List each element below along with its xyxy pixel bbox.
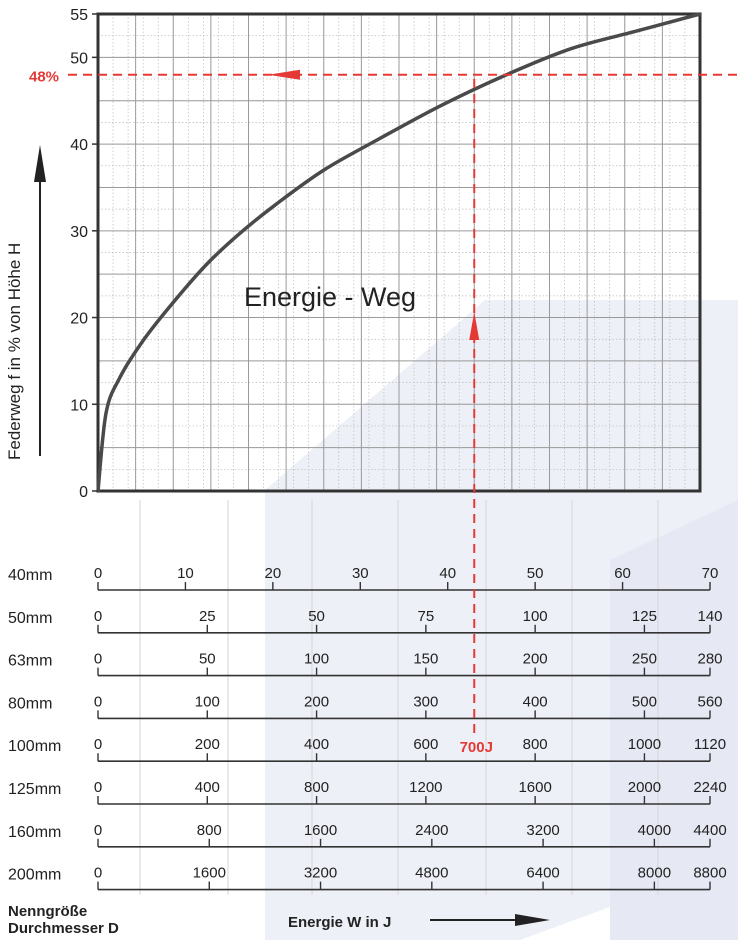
scale-tick-label: 0 <box>94 865 102 882</box>
scale-tick-label: 0 <box>94 608 102 625</box>
y-axis-arrow-head <box>34 145 46 182</box>
annotation-up-arrow <box>469 312 480 340</box>
scale-tick-label: 4800 <box>415 865 448 882</box>
scale-tick-label: 400 <box>195 779 220 796</box>
annotation-layer: 48% 700J <box>29 69 738 756</box>
scale-tick-label: 200 <box>195 736 220 753</box>
size-axis-label-line1: Nenngröße <box>8 903 87 920</box>
scale-tick-label: 3200 <box>304 865 337 882</box>
scale-tick-label: 800 <box>304 779 329 796</box>
scale-tick-label: 40 <box>439 565 456 582</box>
scale-tick-label: 400 <box>523 693 548 710</box>
scale-tick-label: 0 <box>94 736 102 753</box>
scale-size-label: 50mm <box>8 610 52 627</box>
annotation-left-arrow <box>268 69 300 80</box>
scale-tick-label: 75 <box>418 608 435 625</box>
scale-tick-label: 6400 <box>526 865 559 882</box>
scale-tick-label: 70 <box>702 565 719 582</box>
y-tick-label: 10 <box>70 397 88 414</box>
scale-tick-label: 200 <box>523 651 548 668</box>
scale-tick-label: 2400 <box>415 822 448 839</box>
scale-tick-label: 25 <box>199 608 216 625</box>
y-tick-label: 30 <box>70 224 88 241</box>
annotation-x-label: 700J <box>460 739 493 756</box>
scale-tick-label: 50 <box>199 651 216 668</box>
scale-size-label: 200mm <box>8 867 61 884</box>
background-decoration <box>265 300 738 940</box>
y-tick-label: 55 <box>70 7 88 24</box>
scale-tick-label: 0 <box>94 565 102 582</box>
annotation-y-label: 48% <box>29 69 59 86</box>
scale-tick-label: 2240 <box>693 779 726 796</box>
scale-tick-label: 200 <box>304 693 329 710</box>
scale-tick-label: 0 <box>94 651 102 668</box>
scale-tick-label: 20 <box>265 565 282 582</box>
chart-grid <box>96 12 702 493</box>
scale-tick-label: 1600 <box>193 865 226 882</box>
background-shape <box>610 500 738 940</box>
scale-tick-label: 10 <box>177 565 194 582</box>
scale-tick-label: 100 <box>195 693 220 710</box>
x-axis-arrow-head <box>515 914 550 926</box>
scale-tick-label: 125 <box>632 608 657 625</box>
size-axis-label-line2: Durchmesser D <box>8 920 119 937</box>
scale-tick-label: 1120 <box>694 736 726 753</box>
scale-tick-label: 0 <box>94 693 102 710</box>
scale-size-label: 125mm <box>8 781 61 798</box>
y-tick-label: 0 <box>79 484 88 501</box>
scale-size-label: 40mm <box>8 567 52 584</box>
scale-tick-label: 280 <box>697 651 722 668</box>
scale-tick-label: 100 <box>304 651 329 668</box>
scale-tick-label: 500 <box>632 693 657 710</box>
energy-scales: 40mm 0 10 20 30 40 50 60 70 50mm 0 25 50 75 100 125 140 6… <box>8 500 727 926</box>
scale-tick-label: 800 <box>523 736 548 753</box>
scale-tick-label: 1000 <box>628 736 661 753</box>
scale-tick-label: 1600 <box>304 822 337 839</box>
curve-layer <box>96 12 702 493</box>
scale-size-label: 160mm <box>8 824 61 841</box>
scale-tick-label: 60 <box>614 565 631 582</box>
scale-size-label: 80mm <box>8 695 52 712</box>
y-tick-label: 40 <box>70 137 88 154</box>
scale-tick-label: 1600 <box>518 779 551 796</box>
scale-tick-label: 4400 <box>693 822 726 839</box>
scale-tick-label: 150 <box>413 651 438 668</box>
y-tick-label: 50 <box>70 50 88 67</box>
energy-travel-curve <box>96 12 702 493</box>
scale-tick-label: 50 <box>527 565 544 582</box>
scale-tick-label: 8000 <box>638 865 671 882</box>
scale-tick-label: 0 <box>94 779 102 796</box>
scale-tick-label: 800 <box>197 822 222 839</box>
scale-size-label: 100mm <box>8 738 61 755</box>
scale-tick-label: 250 <box>632 651 657 668</box>
plot-frame <box>96 12 702 493</box>
scale-tick-label: 100 <box>523 608 548 625</box>
scale-tick-label: 50 <box>308 608 325 625</box>
y-tick-label: 20 <box>70 311 88 328</box>
scale-tick-label: 1200 <box>409 779 442 796</box>
y-axis: 0 10 20 30 40 50 55 <box>34 7 98 501</box>
scale-tick-label: 8800 <box>693 865 726 882</box>
scale-tick-label: 30 <box>352 565 369 582</box>
y-axis-label: Federweg f in % von Höhe H <box>5 243 24 460</box>
scale-tick-label: 140 <box>697 608 722 625</box>
scale-tick-label: 3200 <box>526 822 559 839</box>
scale-tick-label: 400 <box>304 736 329 753</box>
scale-tick-label: 560 <box>697 693 722 710</box>
x-axis-label: Energie W in J <box>288 914 391 931</box>
scale-tick-label: 0 <box>94 822 102 839</box>
scale-tick-label: 300 <box>413 693 438 710</box>
scale-tick-label: 4000 <box>638 822 671 839</box>
chart-title: Energie - Weg <box>244 282 416 312</box>
scale-tick-label: 2000 <box>628 779 661 796</box>
scale-tick-label: 600 <box>413 736 438 753</box>
scale-size-label: 63mm <box>8 653 52 670</box>
